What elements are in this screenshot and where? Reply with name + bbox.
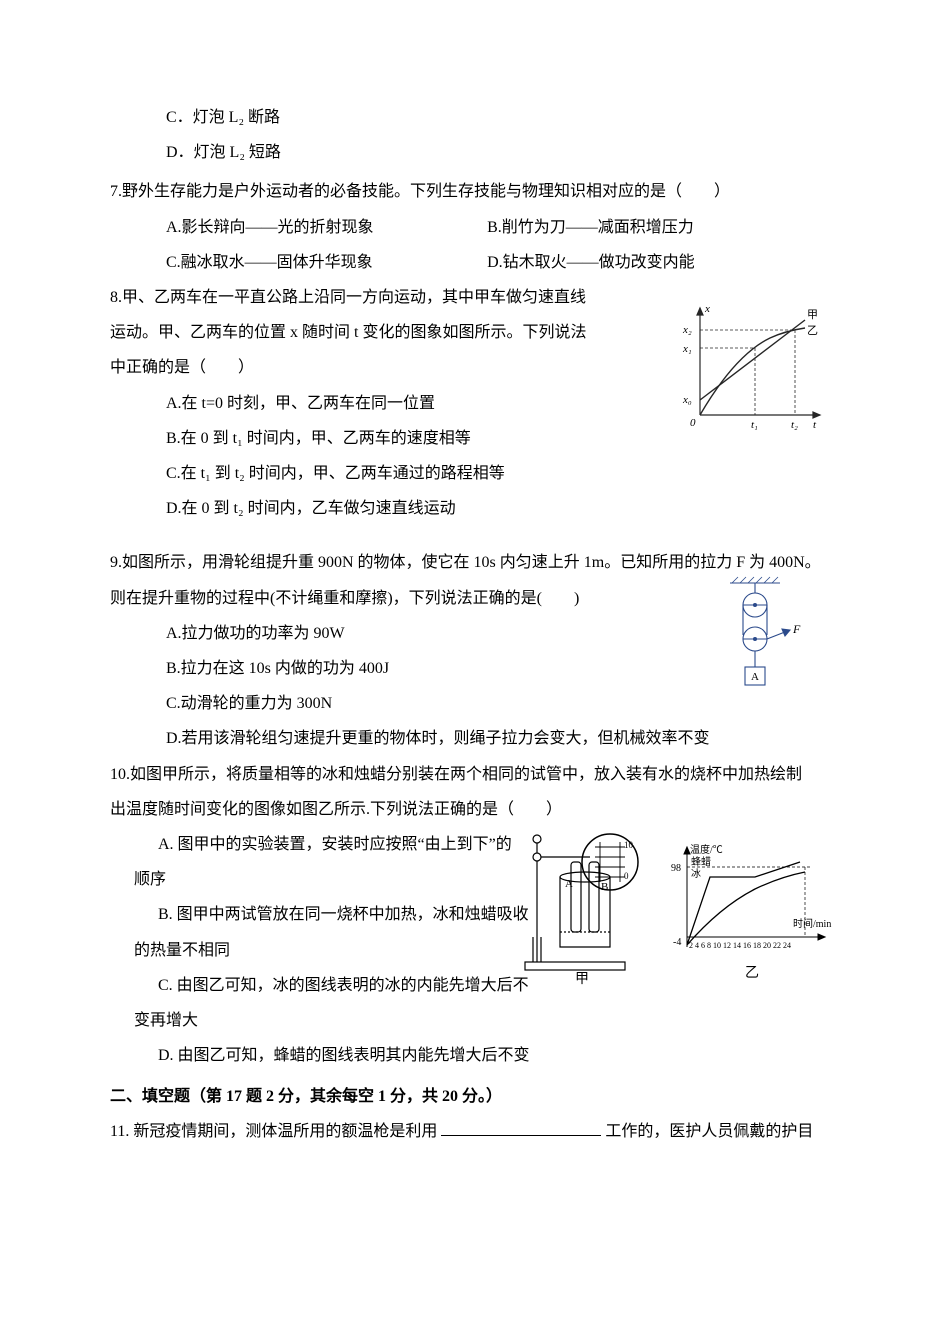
q7-option-c: C.融冰取水——固体升华现象 — [166, 245, 487, 280]
q10-tube-a-label: A — [565, 878, 573, 890]
q10-caption-yi: 乙 — [745, 965, 759, 981]
q10-figure-yi: 温度/℃ 98 -4 蜂蜡 冰 时间/min 2 4 6 8 10 12 14 … — [665, 817, 835, 987]
q11-part2: 工作的，医护人员佩戴的护目 — [605, 1123, 813, 1140]
q8-option-d: D.在 0 到 t₂ 时间内，乙车做匀速直线运动 — [110, 491, 835, 526]
q10-xticks: 2 4 6 8 10 12 14 16 18 20 22 24 — [689, 941, 791, 950]
q7-option-d: D.钻木取火——做功改变内能 — [487, 245, 835, 280]
q10-temp-axis-label: 温度/℃ — [690, 843, 723, 856]
q6-option-c: C．灯泡 L₂ 断路 — [110, 100, 835, 135]
q8-block: 8.甲、乙两车在一平直公路上沿同一方向运动，其中甲车做匀速直线 运动。甲、乙两车… — [110, 280, 835, 526]
q10-tube-b-label: B — [601, 881, 608, 893]
q6-option-d: D．灯泡 L₂ 短路 — [110, 135, 835, 170]
q8-x2-label: x₂ — [682, 324, 692, 336]
q9-f-label: F — [792, 622, 801, 636]
q10-yneg4-label: -4 — [673, 937, 681, 948]
q8-origin-label: 0 — [690, 417, 696, 429]
svg-text:0: 0 — [624, 871, 629, 881]
q8-yi-label: 乙 — [807, 324, 818, 337]
q10-block: 10.如图甲所示，将质量相等的冰和烛蜡分别装在两个相同的试管中，放入装有水的烧杯… — [110, 757, 835, 1074]
q8-t2-label: t₂ — [791, 419, 798, 430]
q11-blank[interactable] — [441, 1120, 601, 1136]
section-2-header: 二、填空题（第 17 题 2 分，其余每空 1 分，共 20 分。） — [110, 1079, 835, 1114]
q10-wax-label: 蜂蜡 — [691, 855, 711, 868]
svg-text:10: 10 — [624, 840, 634, 850]
q9-block: 9.如图所示，用滑轮组提升重 900N 的物体，使它在 10s 内匀速上升 1m… — [110, 545, 835, 756]
q10-option-c-l2: 变再增大 — [110, 1003, 835, 1038]
q9-a-label: A — [751, 671, 759, 683]
q10-y98-label: 98 — [671, 863, 681, 874]
q8-jia-label: 甲 — [807, 309, 818, 321]
q10-option-d: D. 由图乙可知，蜂蜡的图线表明其内能先增大后不变 — [110, 1038, 835, 1073]
q8-x1-label: x₁ — [682, 343, 692, 355]
q10-caption-jia: 甲 — [575, 972, 589, 987]
q7-option-b: B.削竹为刀——减面积增压力 — [487, 210, 835, 245]
q8-axis-x-label: x — [704, 303, 710, 315]
q9-figure: F A — [720, 575, 805, 695]
spacer — [110, 526, 835, 545]
q10-ice-label: 冰 — [691, 867, 701, 880]
q10-stem-line1: 10.如图甲所示，将质量相等的冰和烛蜡分别装在两个相同的试管中，放入装有水的烧杯… — [110, 757, 835, 792]
q7-option-a: A.影长辩向——光的折射现象 — [166, 210, 487, 245]
q9-option-d: D.若用该滑轮组匀速提升更重的物体时，则绳子拉力会变大，但机械效率不变 — [110, 721, 835, 756]
q8-t1-label: t₁ — [751, 419, 758, 430]
q8-axis-t-label: t — [813, 419, 817, 430]
q10-figure: A B 10 0 甲 — [505, 817, 835, 987]
q7-options-row1: A.影长辩向——光的折射现象 B.削竹为刀——减面积增压力 — [110, 210, 835, 245]
q8-option-c: C.在 t₁ 到 t₂ 时间内，甲、乙两车通过的路程相等 — [110, 456, 835, 491]
q7-options-row2: C.融冰取水——固体升华现象 D.钻木取火——做功改变内能 — [110, 245, 835, 280]
q8-figure: x t 0 x₀ x₁ x₂ t₁ t₂ 甲 乙 — [675, 300, 825, 430]
q11-line: 11. 新冠疫情期间，测体温所用的额温枪是利用 工作的，医护人员佩戴的护目 — [110, 1114, 835, 1149]
q10-time-axis-label: 时间/min — [793, 917, 831, 930]
q10-figure-jia: A B 10 0 甲 — [505, 817, 665, 987]
q8-x0-label: x₀ — [682, 394, 692, 406]
q11-part1: 11. 新冠疫情期间，测体温所用的额温枪是利用 — [110, 1123, 437, 1140]
q7-stem: 7.野外生存能力是户外运动者的必备技能。下列生存技能与物理知识相对应的是（ ） — [110, 174, 835, 209]
